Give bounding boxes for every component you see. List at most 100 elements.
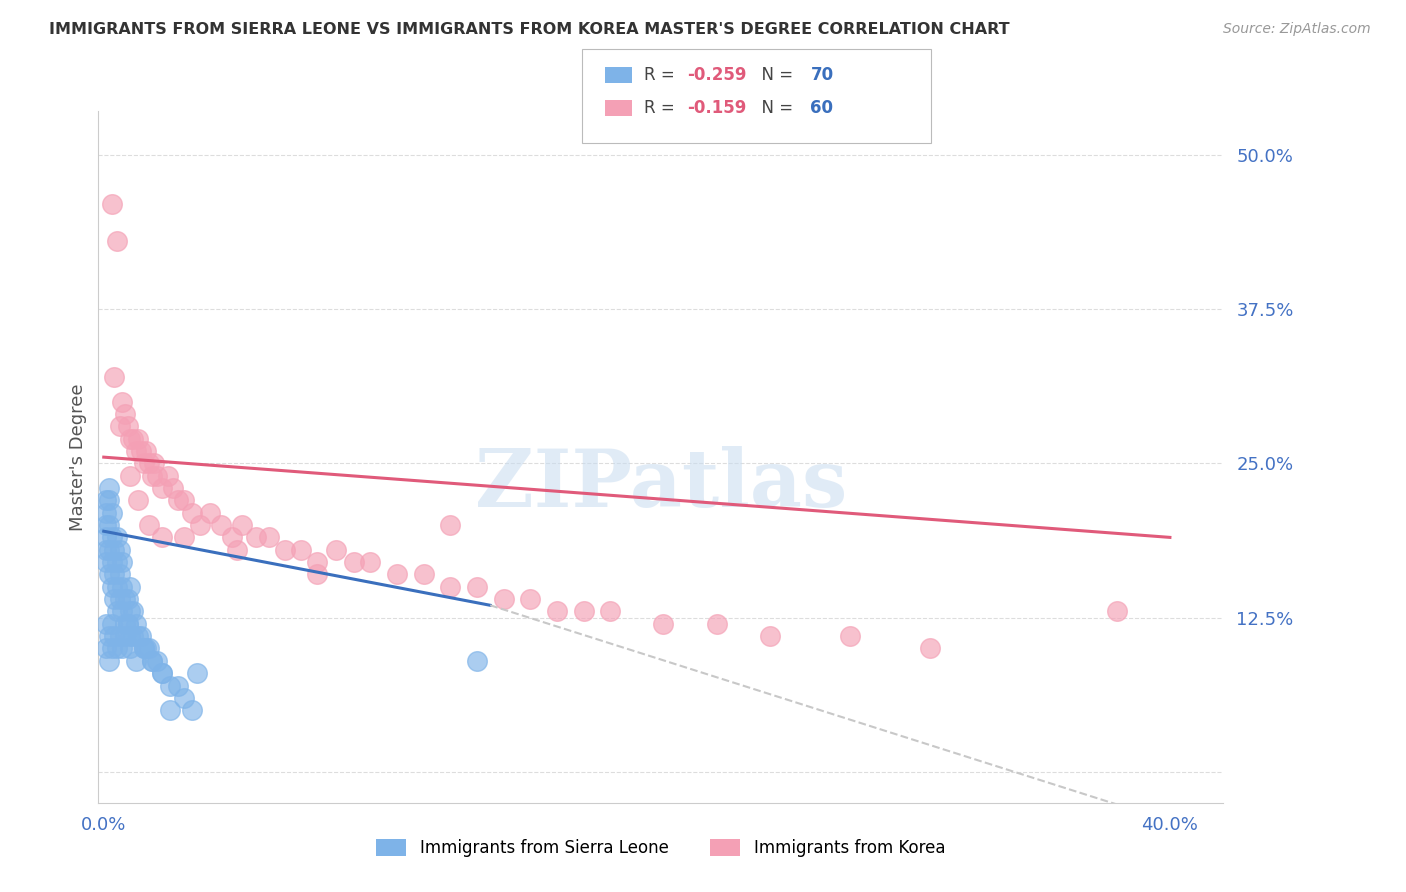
Point xyxy=(221,530,243,544)
Point xyxy=(186,666,208,681)
Point xyxy=(200,506,222,520)
Point xyxy=(96,641,118,656)
Point xyxy=(173,530,195,544)
Point xyxy=(98,542,121,557)
Point xyxy=(159,703,181,717)
Point xyxy=(167,679,190,693)
Point xyxy=(143,456,166,470)
Point xyxy=(173,690,195,705)
Point xyxy=(325,542,347,557)
Point xyxy=(105,604,128,618)
Point xyxy=(117,592,139,607)
Point xyxy=(138,641,160,656)
Point xyxy=(114,407,136,421)
FancyBboxPatch shape xyxy=(582,49,931,143)
Point xyxy=(146,654,169,668)
Point xyxy=(156,468,179,483)
Point xyxy=(98,629,121,643)
Point xyxy=(146,468,169,483)
Point xyxy=(150,481,173,495)
Point xyxy=(111,641,134,656)
Point xyxy=(117,419,139,434)
Point xyxy=(138,518,160,533)
Point xyxy=(100,580,122,594)
Point xyxy=(98,481,121,495)
Point xyxy=(100,555,122,569)
Point xyxy=(180,703,202,717)
Point xyxy=(918,641,941,656)
Point xyxy=(274,542,297,557)
Point xyxy=(103,542,125,557)
Text: R =: R = xyxy=(644,99,681,117)
Point xyxy=(546,604,568,618)
Point xyxy=(111,555,134,569)
Point xyxy=(572,604,595,618)
Point xyxy=(105,580,128,594)
Point xyxy=(305,567,328,582)
Point xyxy=(103,370,125,384)
Point xyxy=(111,394,134,409)
Point xyxy=(188,518,211,533)
Point xyxy=(150,666,173,681)
Point xyxy=(96,518,118,533)
Point xyxy=(103,592,125,607)
Point xyxy=(120,468,142,483)
Point xyxy=(135,641,157,656)
Point xyxy=(125,444,148,458)
Text: R =: R = xyxy=(644,66,681,84)
Text: -0.159: -0.159 xyxy=(686,99,747,117)
Point xyxy=(108,542,131,557)
Point xyxy=(132,641,155,656)
Point xyxy=(114,592,136,607)
Point xyxy=(120,580,142,594)
Point xyxy=(125,654,148,668)
Point xyxy=(120,641,142,656)
Point xyxy=(108,567,131,582)
FancyBboxPatch shape xyxy=(605,67,631,83)
Point xyxy=(180,506,202,520)
Point xyxy=(305,555,328,569)
Text: N =: N = xyxy=(751,66,799,84)
Point xyxy=(108,592,131,607)
Point xyxy=(359,555,381,569)
Point xyxy=(209,518,232,533)
Point xyxy=(100,197,122,211)
Point xyxy=(141,468,163,483)
Point xyxy=(96,493,118,508)
Point xyxy=(129,444,152,458)
Point xyxy=(245,530,267,544)
Point xyxy=(111,604,134,618)
Point xyxy=(439,580,461,594)
Point xyxy=(162,481,184,495)
Point xyxy=(138,456,160,470)
Point xyxy=(141,654,163,668)
Point xyxy=(117,616,139,631)
Point xyxy=(98,654,121,668)
Point xyxy=(122,629,145,643)
Point xyxy=(231,518,253,533)
Point xyxy=(412,567,434,582)
Point xyxy=(141,654,163,668)
Point xyxy=(150,530,173,544)
Y-axis label: Master's Degree: Master's Degree xyxy=(69,384,87,531)
Point xyxy=(120,604,142,618)
Point xyxy=(98,567,121,582)
Point xyxy=(519,592,541,607)
Point xyxy=(96,506,118,520)
Point xyxy=(98,518,121,533)
Point xyxy=(167,493,190,508)
Point xyxy=(127,493,149,508)
Point xyxy=(117,616,139,631)
Point xyxy=(111,580,134,594)
Point xyxy=(105,234,128,248)
Point xyxy=(652,616,675,631)
Point xyxy=(96,555,118,569)
FancyBboxPatch shape xyxy=(605,100,631,116)
Point xyxy=(108,419,131,434)
Text: N =: N = xyxy=(751,99,799,117)
Point xyxy=(132,641,155,656)
Point xyxy=(114,629,136,643)
Point xyxy=(114,616,136,631)
Point xyxy=(120,432,142,446)
Text: Source: ZipAtlas.com: Source: ZipAtlas.com xyxy=(1223,22,1371,37)
